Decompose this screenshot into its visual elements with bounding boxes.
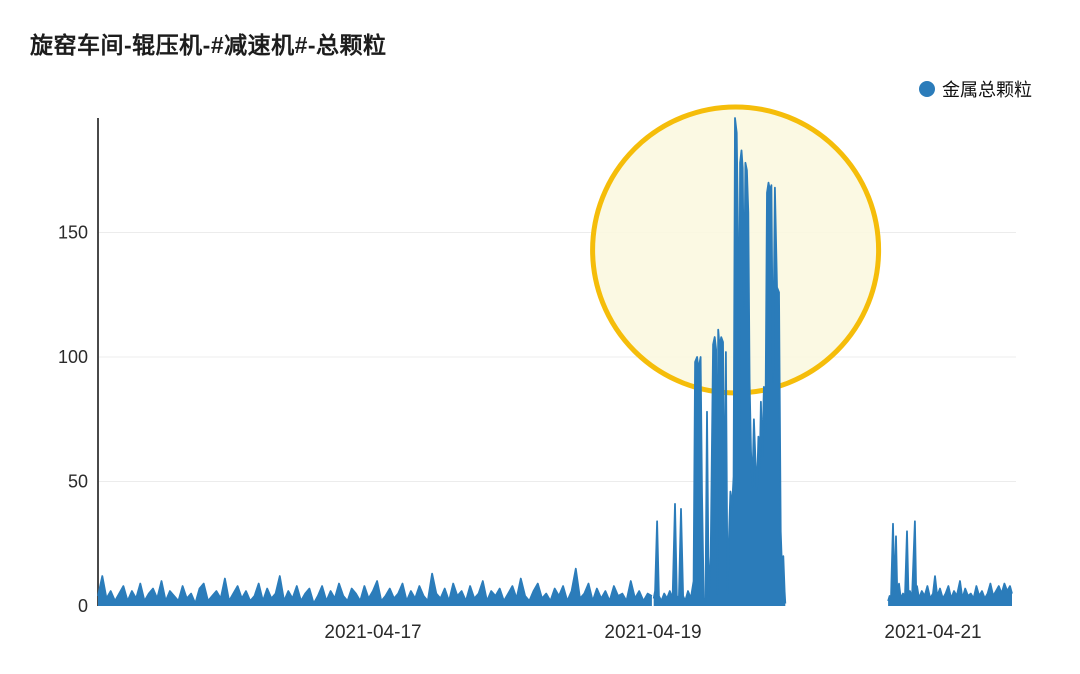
series-line-segment-1: [652, 117, 787, 604]
chart-title: 旋窑车间-辊压机-#减速机#-总颗粒: [30, 32, 387, 58]
y-tick-label-150: 150: [58, 223, 88, 243]
x-tick-label-2021-04-17: 2021-04-17: [324, 622, 421, 643]
legend-marker-icon: [919, 81, 935, 97]
series-line-segment-2: [887, 520, 1013, 602]
legend-label: 金属总颗粒: [942, 80, 1032, 100]
y-tick-label-0: 0: [78, 596, 88, 616]
series-line-segment-0: [97, 567, 653, 605]
x-tick-label-2021-04-21: 2021-04-21: [884, 622, 981, 643]
y-tick-label-50: 50: [68, 472, 88, 492]
y-tick-label-100: 100: [58, 347, 88, 367]
x-tick-label-2021-04-19: 2021-04-19: [604, 622, 701, 643]
series-area-segment-1: [653, 118, 786, 606]
legend-item-metal-particles[interactable]: 金属总颗粒: [919, 76, 1032, 102]
